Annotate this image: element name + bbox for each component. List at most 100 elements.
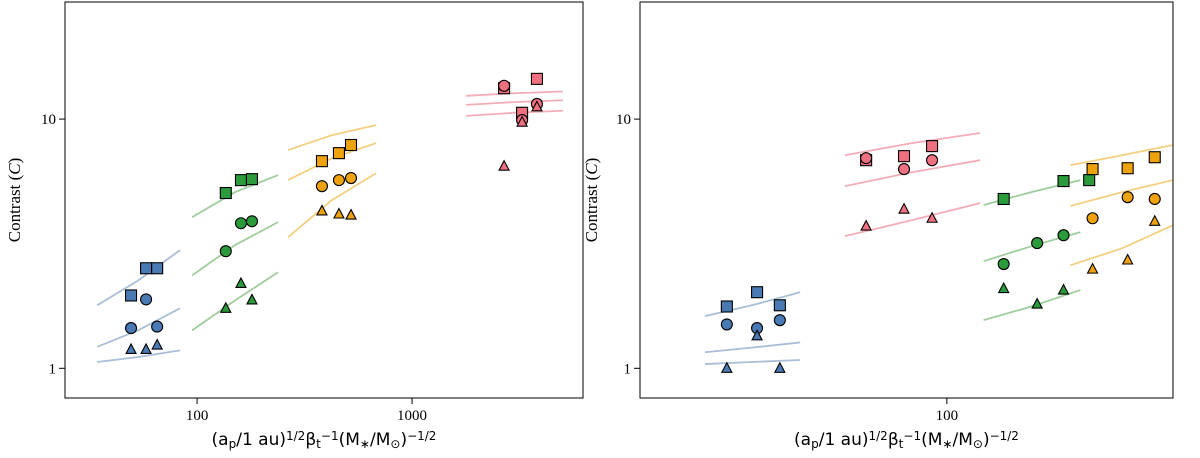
square-marker [926,140,939,153]
x-axis-label-part: ⊙ [390,437,400,451]
triangle-marker [246,293,258,305]
triangle-marker [345,208,357,220]
circle-marker [1121,191,1134,204]
model-curve [465,99,564,106]
y-tick-label: 1 [49,361,57,377]
square-marker [234,174,248,187]
square-marker [151,262,164,275]
x-axis-label: (ap/1 au)1/2βt−1(M∗/M⊙)−1/2 [794,429,1019,451]
triangle-marker [235,276,247,289]
triangle-marker [1057,283,1070,295]
model-curve [844,202,981,238]
triangle-marker [531,100,543,112]
y-axis-label-part: C [582,163,601,175]
y-tick-label: 10 [616,112,631,128]
model-curve [844,159,981,188]
square-marker [1083,174,1096,187]
triangle-marker [1121,253,1134,265]
triangle-marker [997,281,1010,294]
x-axis-label-part: t [899,437,904,451]
circle-marker [124,322,138,335]
circle-marker [315,180,329,193]
x-axis-label-part: p [811,437,819,451]
square-marker [245,173,259,186]
x-tick-label: 100 [936,408,959,424]
x-axis-label-part: ) [400,430,407,450]
square-marker [332,147,345,160]
circle-marker [234,217,248,230]
model-curve [191,174,279,218]
x-axis-label-part: /M [952,430,972,450]
model-curve [465,90,563,97]
x-axis-label-part: ⊙ [973,437,983,451]
triangle-marker [333,207,345,219]
circle-marker [344,171,358,185]
model-curve [287,124,377,151]
circle-marker [773,314,786,327]
y-axis-label: Contrast (C) [5,158,24,243]
circle-marker [332,174,345,187]
square-marker [720,300,733,313]
triangle-marker [1086,262,1099,274]
model-curve [191,271,279,332]
triangle-marker [926,211,938,223]
x-axis-label-part: 1/2 [286,429,305,443]
triangle-marker [1148,214,1161,226]
square-marker [1057,175,1070,188]
x-axis-label-part: ∗ [360,437,370,451]
circle-marker [245,215,259,228]
y-axis-label: Contrast (C) [582,158,601,243]
triangle-marker [151,338,164,350]
model-curve [1070,179,1173,207]
model-curve [704,291,801,317]
x-axis-label-part: /1 au) [236,430,286,450]
y-axis-label-part: Contrast ( [582,174,601,242]
circle-marker [151,320,164,333]
triangle-marker [219,301,232,313]
x-axis-label-part: (M [921,430,942,450]
x-axis-label-part: ) [983,430,990,450]
x-axis-label-part: β [888,430,899,450]
y-axis-label-part: C [5,163,24,175]
model-curve [96,307,181,348]
x-tick-label: 1000 [397,408,427,424]
x-axis-label-part: ∗ [942,437,952,451]
square-marker [315,155,329,168]
model-curve [704,341,801,354]
circle-marker [1148,192,1161,206]
triangle-marker [140,342,152,355]
plot-area [704,132,1173,373]
square-marker [897,150,911,163]
x-axis-label-part: (a [794,430,811,450]
x-axis-label-part: −1/2 [990,429,1019,443]
x-axis-label-part: /1 au) [819,430,869,450]
y-tick-label: 1 [624,361,632,377]
model-curve [1070,144,1173,167]
circle-marker [926,154,939,167]
axes-frame [639,1,1174,399]
circle-marker [140,293,153,306]
circle-marker [1031,237,1044,250]
model-curve [1069,224,1173,267]
triangle-marker [773,361,786,373]
triangle-marker [516,115,529,127]
triangle-marker [316,204,328,216]
square-marker [530,72,543,85]
triangle-marker [860,219,873,231]
y-axis-label-part: Contrast ( [5,174,24,242]
model-curve [96,249,181,307]
model-curve [97,349,181,363]
y-axis-label-part: ) [5,158,24,164]
triangle-marker [751,329,763,341]
x-axis-label-part: p [229,437,237,451]
x-axis-label-part: (M [339,430,360,450]
y-tick-label: 10 [41,112,56,128]
circle-marker [1057,229,1070,242]
square-marker [219,186,232,200]
model-curve [287,142,377,181]
x-axis-label-part: −1 [903,429,921,443]
square-marker [124,289,138,302]
